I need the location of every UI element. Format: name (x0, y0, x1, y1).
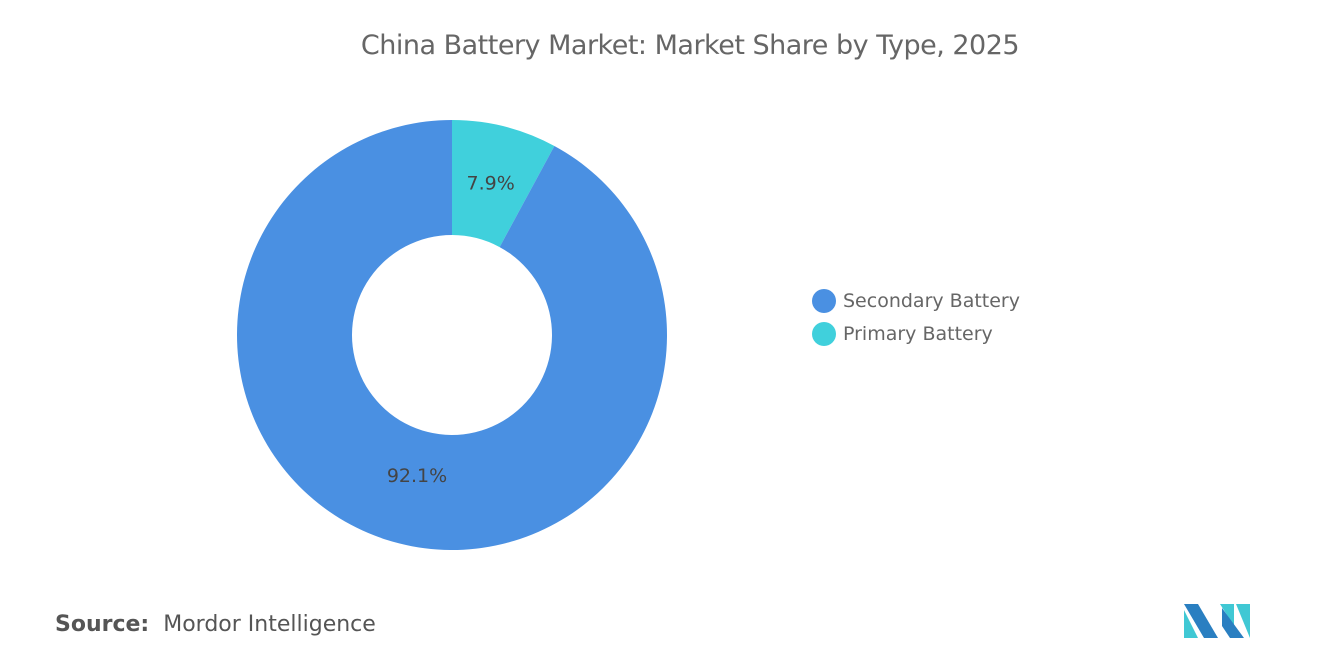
legend-label: Primary Battery (843, 322, 993, 345)
legend: Secondary Battery Primary Battery (812, 284, 1020, 350)
legend-swatch (812, 321, 836, 346)
source-value: Mordor Intelligence (163, 612, 376, 637)
mordor-intelligence-logo (1184, 604, 1250, 638)
data-label: 7.9% (467, 172, 515, 194)
chart-title: China Battery Market: Market Share by Ty… (360, 30, 1020, 61)
slice-secondary-battery[interactable] (237, 120, 668, 550)
legend-swatch (812, 288, 836, 313)
legend-item-secondary-battery[interactable]: Secondary Battery (812, 284, 1020, 317)
source-label: Source: (55, 612, 150, 637)
legend-item-primary-battery[interactable]: Primary Battery (812, 317, 1020, 350)
legend-label: Secondary Battery (843, 289, 1020, 312)
slice-primary-battery[interactable] (452, 120, 555, 248)
data-label: 92.1% (387, 465, 447, 487)
source-note: Source: Mordor Intelligence (55, 612, 376, 637)
